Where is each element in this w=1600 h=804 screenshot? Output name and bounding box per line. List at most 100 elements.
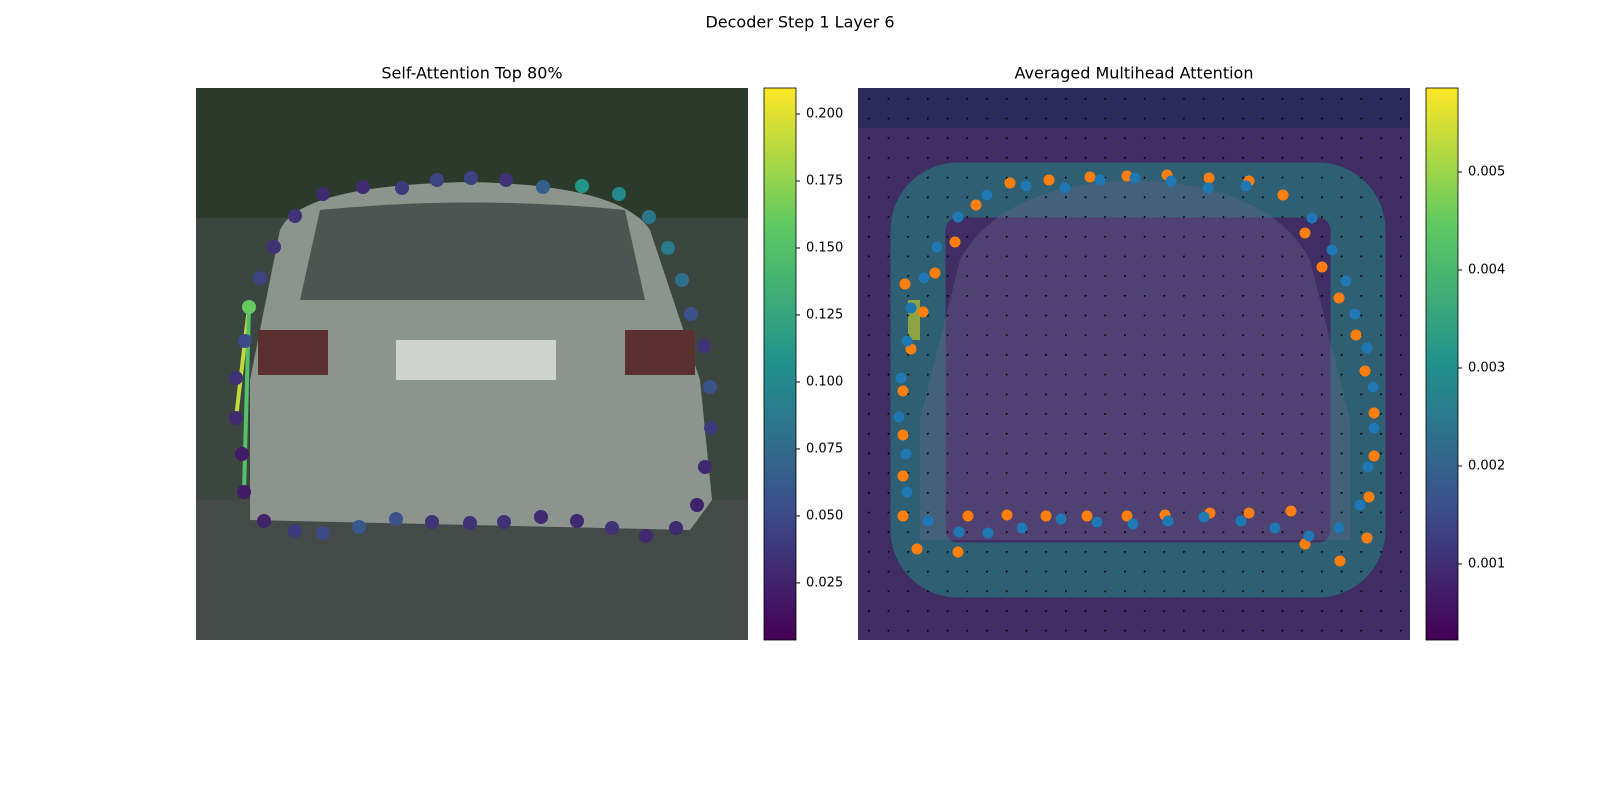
point xyxy=(953,526,965,538)
point xyxy=(1361,532,1373,544)
point xyxy=(895,372,907,384)
point xyxy=(1368,450,1380,462)
panel-title: Averaged Multihead Attention xyxy=(1015,64,1254,83)
point xyxy=(1094,174,1106,186)
point xyxy=(690,498,704,512)
point xyxy=(1285,505,1297,517)
point xyxy=(669,521,683,535)
point xyxy=(352,520,366,534)
point xyxy=(1020,180,1032,192)
point xyxy=(1165,175,1177,187)
point xyxy=(1162,515,1174,527)
colorbar-tick-label: 0.100 xyxy=(806,374,843,389)
point xyxy=(499,173,513,187)
point xyxy=(1016,522,1028,534)
point xyxy=(1240,180,1252,192)
point xyxy=(464,171,478,185)
point xyxy=(1367,381,1379,393)
figure-title: Decoder Step 1 Layer 6 xyxy=(705,13,894,32)
point xyxy=(1299,227,1311,239)
colorbar-tick-label: 0.002 xyxy=(1468,458,1505,473)
colorbar-tick-label: 0.075 xyxy=(806,441,843,456)
colorbar xyxy=(1425,87,1459,641)
point xyxy=(1059,182,1071,194)
point xyxy=(900,448,912,460)
point xyxy=(962,510,974,522)
point xyxy=(497,515,511,529)
point xyxy=(389,512,403,526)
point xyxy=(316,526,330,540)
heatmap xyxy=(858,88,1410,640)
point xyxy=(229,371,243,385)
point xyxy=(425,515,439,529)
colorbar-tick-label: 0.003 xyxy=(1468,360,1505,375)
point xyxy=(534,510,548,524)
point xyxy=(704,421,718,435)
point xyxy=(463,516,477,530)
point xyxy=(395,181,409,195)
point xyxy=(897,510,909,522)
point xyxy=(1121,510,1133,522)
point xyxy=(1354,499,1366,511)
point xyxy=(430,173,444,187)
point xyxy=(901,335,913,347)
colorbar-tick-label: 0.200 xyxy=(806,106,843,121)
point xyxy=(1361,342,1373,354)
point xyxy=(897,470,909,482)
point xyxy=(1363,491,1375,503)
point xyxy=(922,515,934,527)
point xyxy=(897,385,909,397)
point xyxy=(675,273,689,287)
photo xyxy=(196,88,748,640)
point xyxy=(952,211,964,223)
point xyxy=(242,300,256,314)
point xyxy=(1368,422,1380,434)
point xyxy=(1091,516,1103,528)
point xyxy=(1359,365,1371,377)
point xyxy=(1316,261,1328,273)
point xyxy=(253,271,267,285)
point xyxy=(639,529,653,543)
point xyxy=(316,187,330,201)
panel-title: Self-Attention Top 80% xyxy=(381,64,562,83)
colorbar-tick-label: 0.050 xyxy=(806,508,843,523)
point xyxy=(1043,174,1055,186)
point xyxy=(1235,515,1247,527)
point xyxy=(703,380,717,394)
point xyxy=(931,241,943,253)
colorbar-tick-label: 0.025 xyxy=(806,575,843,590)
point xyxy=(1243,507,1255,519)
point xyxy=(911,543,923,555)
colorbar-tick-label: 0.150 xyxy=(806,240,843,255)
point xyxy=(698,460,712,474)
point xyxy=(1350,329,1362,341)
point xyxy=(697,339,711,353)
point xyxy=(1040,510,1052,522)
point xyxy=(570,514,584,528)
point xyxy=(238,334,252,348)
point xyxy=(1340,275,1352,287)
point xyxy=(897,429,909,441)
colorbar-tick-label: 0.005 xyxy=(1468,164,1505,179)
point xyxy=(929,267,941,279)
point xyxy=(949,236,961,248)
point xyxy=(1277,189,1289,201)
point xyxy=(575,179,589,193)
point xyxy=(237,485,251,499)
point xyxy=(899,278,911,290)
point xyxy=(1081,510,1093,522)
point xyxy=(1334,555,1346,567)
point xyxy=(1202,182,1214,194)
colorbar-tick-label: 0.175 xyxy=(806,173,843,188)
point xyxy=(642,210,656,224)
point xyxy=(257,514,271,528)
point xyxy=(1198,511,1210,523)
colorbar xyxy=(763,87,797,641)
point xyxy=(267,240,281,254)
point xyxy=(1055,513,1067,525)
point xyxy=(288,524,302,538)
point xyxy=(612,187,626,201)
point xyxy=(1004,177,1016,189)
